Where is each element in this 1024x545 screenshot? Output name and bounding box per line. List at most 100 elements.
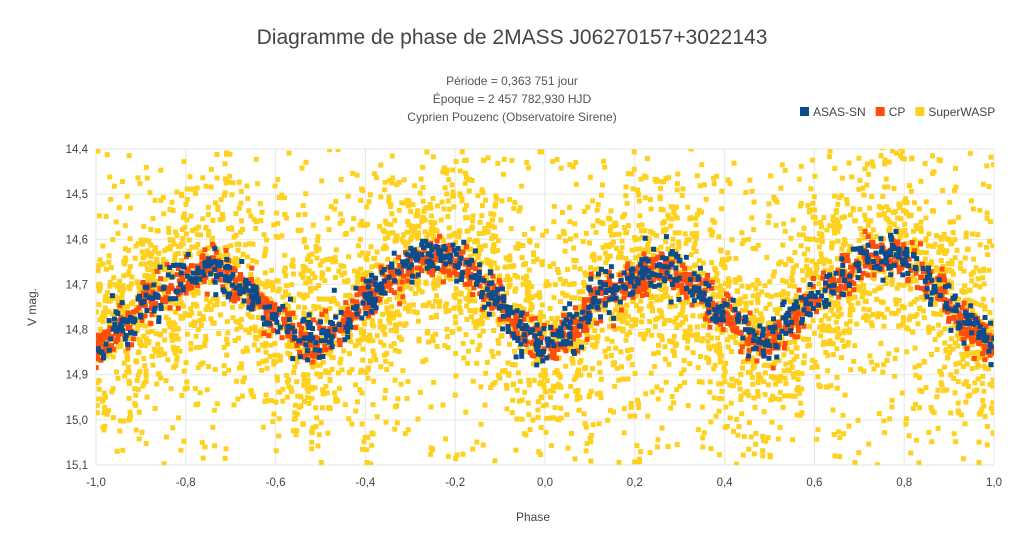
data-point xyxy=(146,267,152,273)
data-point xyxy=(145,252,150,258)
data-point xyxy=(480,230,486,236)
data-point xyxy=(286,292,292,298)
data-point xyxy=(669,216,675,222)
data-point xyxy=(878,153,884,159)
data-point xyxy=(869,323,875,329)
data-point xyxy=(132,464,138,465)
data-point xyxy=(712,362,718,368)
data-point xyxy=(387,281,393,287)
data-point xyxy=(889,404,895,410)
data-point xyxy=(603,250,609,256)
data-point xyxy=(662,227,668,233)
data-point xyxy=(599,298,605,304)
data-point xyxy=(357,237,363,243)
data-point xyxy=(453,373,459,379)
data-point xyxy=(501,171,506,177)
data-point xyxy=(690,313,696,319)
chart-legend[interactable]: ASAS-SN CP SuperWASP xyxy=(800,105,995,119)
data-point xyxy=(840,412,846,418)
data-point xyxy=(202,247,208,253)
data-point xyxy=(510,397,516,403)
data-point xyxy=(125,272,131,278)
data-point xyxy=(952,310,958,316)
data-point xyxy=(576,367,581,373)
data-point xyxy=(274,377,280,383)
data-point xyxy=(638,332,644,337)
data-point xyxy=(631,166,637,172)
data-point xyxy=(356,308,362,314)
data-point xyxy=(923,262,929,268)
data-point xyxy=(264,237,269,243)
data-point xyxy=(161,211,167,217)
data-point xyxy=(936,249,942,255)
data-point xyxy=(641,251,647,257)
data-point xyxy=(984,215,990,221)
data-point xyxy=(217,312,223,318)
data-point xyxy=(430,304,436,309)
data-point xyxy=(828,383,834,389)
data-point xyxy=(554,416,560,422)
data-point xyxy=(117,278,122,284)
data-point xyxy=(573,181,579,187)
data-point xyxy=(801,277,807,283)
data-point xyxy=(949,280,954,286)
data-point xyxy=(336,385,342,391)
data-point xyxy=(783,361,789,367)
data-point xyxy=(608,242,614,248)
data-point xyxy=(743,307,749,313)
data-point xyxy=(298,271,304,277)
data-point xyxy=(852,294,858,300)
data-point xyxy=(140,241,146,247)
data-point xyxy=(736,380,742,386)
data-point xyxy=(491,248,497,254)
data-point xyxy=(687,216,693,222)
data-point xyxy=(756,281,762,286)
data-point xyxy=(144,248,150,254)
data-point xyxy=(699,162,705,168)
data-point xyxy=(173,309,179,315)
data-point xyxy=(366,199,372,205)
data-point xyxy=(694,333,700,339)
data-point xyxy=(716,452,722,458)
data-point xyxy=(682,300,688,305)
data-point xyxy=(495,238,501,244)
data-point xyxy=(401,273,406,279)
data-point xyxy=(740,365,745,371)
data-point xyxy=(136,409,142,415)
data-point xyxy=(834,346,840,352)
data-point xyxy=(538,372,544,378)
data-point xyxy=(789,332,795,338)
data-point xyxy=(132,255,138,261)
data-point xyxy=(619,245,625,251)
data-point xyxy=(269,280,275,286)
data-point xyxy=(310,364,316,370)
data-point xyxy=(282,310,287,316)
data-point xyxy=(801,251,807,257)
data-point xyxy=(234,378,239,384)
data-point xyxy=(142,303,148,309)
data-point xyxy=(869,320,874,326)
data-point xyxy=(110,311,115,317)
legend-item-cp[interactable]: CP xyxy=(875,105,906,119)
data-point xyxy=(858,275,864,281)
data-point xyxy=(311,304,317,309)
data-point xyxy=(193,333,199,339)
data-point xyxy=(259,342,265,348)
data-point xyxy=(137,180,143,186)
data-point xyxy=(573,341,579,347)
data-point xyxy=(268,342,274,348)
data-point xyxy=(914,296,920,302)
legend-item-asas-sn[interactable]: ASAS-SN xyxy=(800,105,866,119)
data-point xyxy=(463,332,469,338)
data-point xyxy=(381,324,387,330)
data-point xyxy=(974,358,980,364)
data-point xyxy=(479,187,485,193)
data-point xyxy=(537,294,543,300)
data-point xyxy=(729,237,735,243)
data-point xyxy=(206,229,212,234)
data-point xyxy=(751,395,757,401)
data-point xyxy=(307,278,313,284)
legend-item-superwasp[interactable]: SuperWASP xyxy=(915,105,995,119)
data-point xyxy=(239,365,245,371)
data-point xyxy=(721,365,727,371)
